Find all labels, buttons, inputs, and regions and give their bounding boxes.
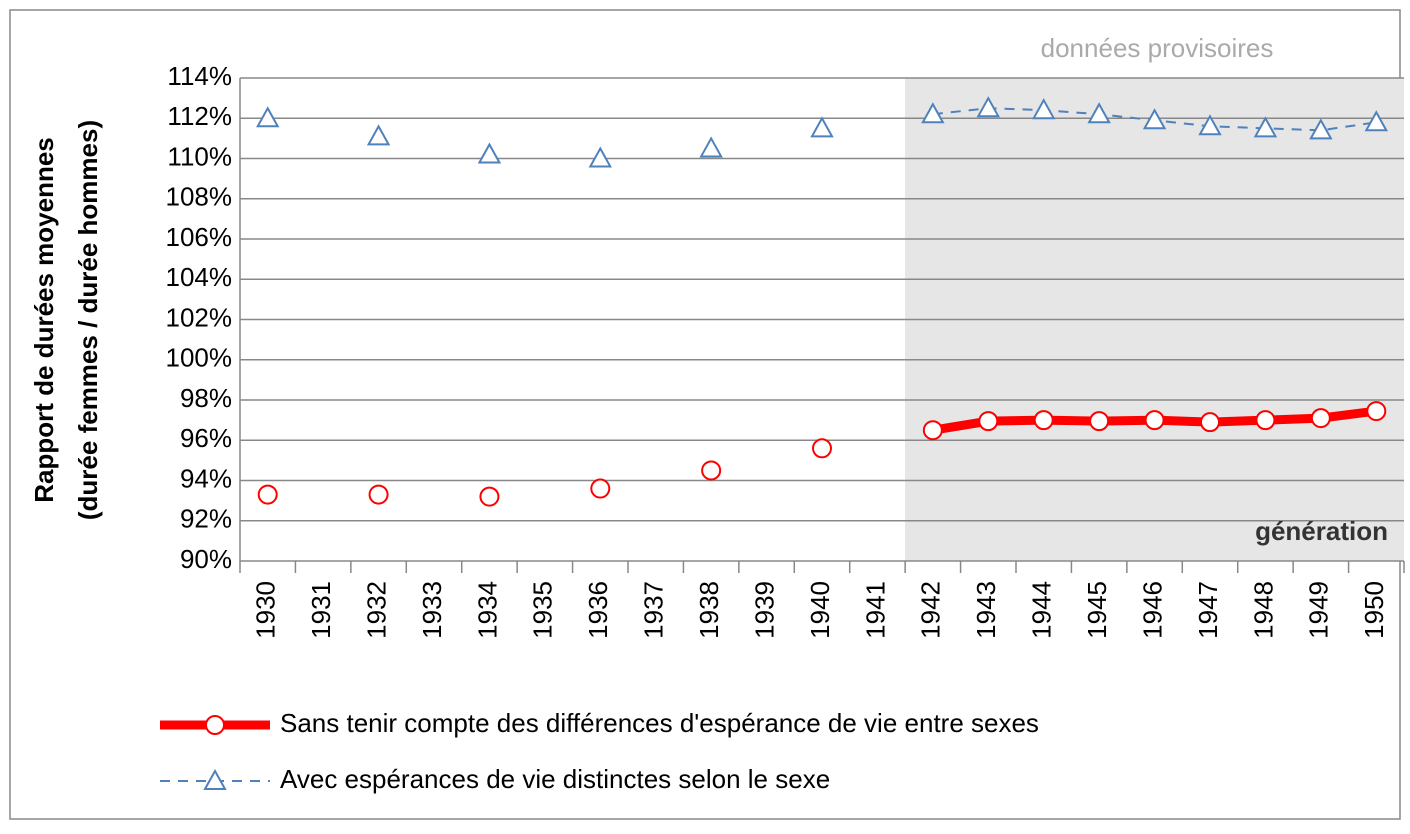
point: [1089, 411, 1110, 432]
y-tick-label: 94%: [180, 463, 232, 493]
point: [256, 106, 280, 128]
y-tick-label: 92%: [180, 504, 232, 534]
x-tick-label: 1944: [1027, 581, 1057, 639]
x-tick-label: 1930: [251, 581, 281, 639]
y-tick-label: 104%: [166, 262, 233, 292]
x-tick-label: 1949: [1304, 581, 1334, 639]
point: [1144, 410, 1165, 431]
x-tick-label: 1932: [361, 581, 391, 639]
point: [588, 146, 612, 168]
x-tick-label: 1941: [860, 581, 890, 639]
point: [1087, 102, 1111, 124]
annotation: génération: [1255, 516, 1388, 546]
legend-marker: [203, 768, 227, 790]
point: [812, 438, 832, 459]
x-tick-label: 1947: [1193, 581, 1223, 639]
point: [1200, 412, 1220, 433]
y-tick-label: 114%: [167, 61, 232, 91]
point: [1142, 108, 1167, 130]
point: [477, 142, 502, 164]
point: [1310, 408, 1331, 429]
x-tick-label: 1945: [1082, 581, 1112, 639]
point: [1033, 410, 1054, 431]
y-tick-label: 108%: [166, 182, 233, 212]
x-tick-label: 1935: [528, 581, 558, 639]
x-tick-label: 1948: [1248, 581, 1278, 639]
x-tick-label: 1938: [694, 581, 724, 639]
point: [1309, 118, 1333, 140]
point: [922, 420, 943, 441]
y-tick-label: 96%: [180, 423, 232, 453]
point: [810, 116, 834, 138]
point: [921, 102, 945, 124]
legend-label: Avec espérances de vie distinctes selon …: [280, 764, 830, 794]
point: [590, 478, 611, 499]
point: [978, 411, 999, 432]
annotation: données provisoires: [1041, 33, 1274, 63]
y-tick-label: 112%: [167, 101, 232, 131]
legend-marker: [205, 715, 225, 735]
point: [1364, 110, 1388, 132]
x-tick-label: 1933: [417, 581, 447, 639]
x-tick-label: 1943: [971, 581, 1001, 639]
point: [701, 460, 722, 481]
point: [976, 96, 1000, 118]
y-tick-label: 102%: [166, 302, 233, 332]
y-tick-label: 110%: [167, 141, 232, 171]
x-tick-label: 1934: [472, 581, 502, 639]
y-axis-label: (durée femmes / durée hommes): [73, 120, 103, 520]
point: [479, 486, 500, 507]
y-tick-label: 90%: [180, 544, 232, 574]
x-tick-label: 1940: [805, 581, 835, 639]
y-tick-label: 106%: [166, 222, 233, 252]
point: [1198, 114, 1222, 136]
point: [699, 136, 723, 158]
point: [1253, 116, 1278, 138]
point: [366, 124, 391, 146]
point: [368, 484, 389, 505]
y-axis-label: Rapport de durées moyennes: [29, 137, 59, 503]
x-tick-label: 1946: [1137, 581, 1167, 639]
point: [1032, 98, 1056, 120]
x-tick-label: 1931: [306, 581, 336, 639]
y-tick-label: 98%: [180, 383, 232, 413]
x-tick-label: 1950: [1359, 581, 1389, 639]
x-tick-label: 1942: [916, 581, 946, 639]
point: [1255, 410, 1276, 431]
x-tick-label: 1939: [749, 581, 779, 639]
x-tick-label: 1937: [639, 581, 669, 639]
point: [257, 484, 278, 505]
point: [1366, 401, 1387, 422]
legend-label: Sans tenir compte des différences d'espé…: [280, 708, 1039, 738]
y-tick-label: 100%: [166, 343, 233, 373]
x-tick-label: 1936: [583, 581, 613, 639]
